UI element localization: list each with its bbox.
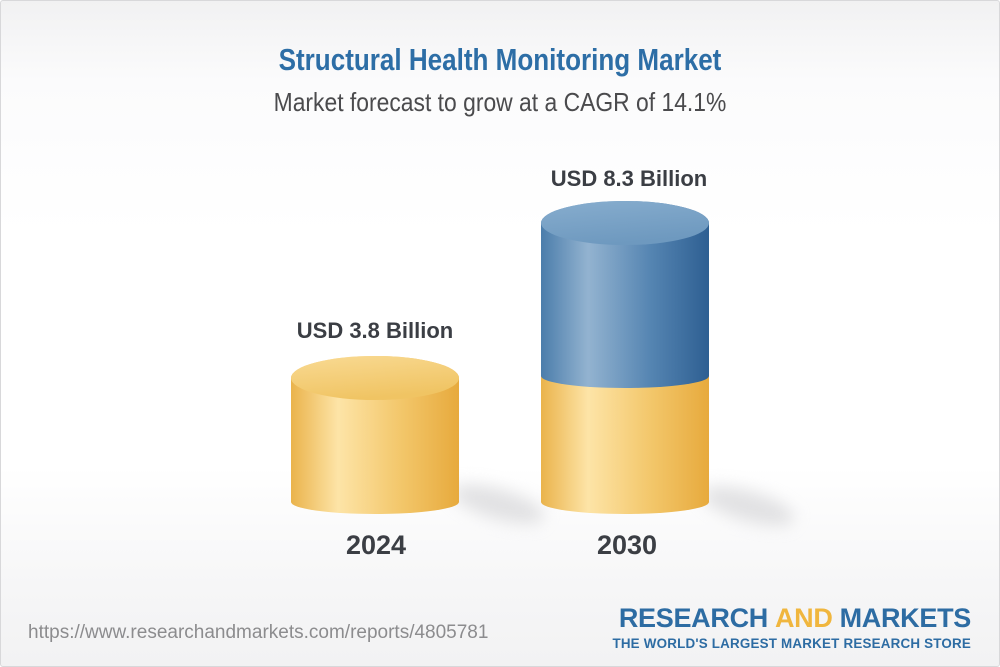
value-label-2030: USD 8.3 Billion <box>550 166 708 191</box>
page-subtitle: Market forecast to grow at a CAGR of 14.… <box>273 87 727 117</box>
bar-2024-top <box>291 356 459 400</box>
bar-2030-shadow <box>701 486 795 526</box>
research-and-markets-logo: RESEARCH AND MARKETS THE WORLD'S LARGEST M… <box>612 603 971 651</box>
report-url: https://www.researchandmarkets.com/repor… <box>28 622 489 643</box>
bar-2030-base-segment <box>541 373 709 514</box>
logo-wordmark: RESEARCH AND MARKETS <box>612 603 971 634</box>
category-label-2024: 2024 <box>345 530 407 560</box>
bar-2030-top <box>541 201 709 245</box>
bar-2024-shadow <box>451 484 545 524</box>
logo-word-and: AND <box>774 603 833 633</box>
logo-tagline: THE WORLD'S LARGEST MARKET RESEARCH STOR… <box>612 636 971 652</box>
logo-word-research: RESEARCH <box>618 603 768 633</box>
page-title: Structural Health Monitoring Market <box>278 42 722 77</box>
logo-word-markets: MARKETS <box>839 603 972 633</box>
bar-2030-growth-segment <box>541 201 709 388</box>
value-label-2024: USD 3.8 Billion <box>296 318 454 343</box>
category-label-2030: 2030 <box>596 530 658 560</box>
